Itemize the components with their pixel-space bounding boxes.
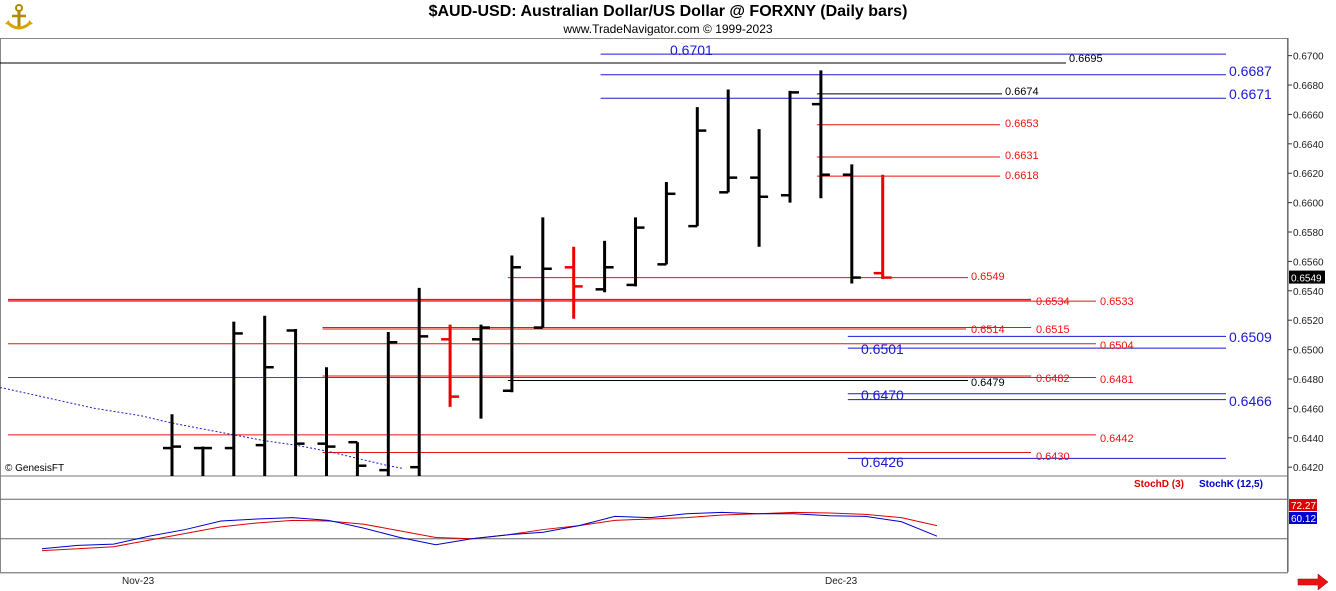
level-label-0.6482: 0.6482 — [1036, 373, 1070, 385]
y-tick-label: 0.6680 — [1293, 81, 1324, 92]
level-label-0.6514: 0.6514 — [971, 324, 1005, 336]
y-tick-label: 0.6660 — [1293, 110, 1324, 121]
level-label-0.6479: 0.6479 — [971, 377, 1005, 389]
y-tick-label: 0.6700 — [1293, 52, 1324, 63]
right-arrow-icon[interactable] — [1297, 573, 1329, 591]
level-label-0.6631: 0.6631 — [1005, 150, 1039, 162]
y-tick-label: 0.6420 — [1293, 463, 1324, 474]
legend-stochk: StochK (12,5) — [1199, 479, 1263, 490]
y-tick-label: 0.6520 — [1293, 316, 1324, 327]
level-label-0.6470: 0.6470 — [861, 387, 904, 403]
y-tick-label: 0.6560 — [1293, 257, 1324, 268]
level-label-0.6515: 0.6515 — [1036, 324, 1070, 336]
level-label-0.6466: 0.6466 — [1229, 393, 1272, 409]
y-tick-label: 0.6580 — [1293, 228, 1324, 239]
level-label-0.6430: 0.6430 — [1036, 451, 1070, 463]
y-tick-label: 0.6440 — [1293, 434, 1324, 445]
last-price-label: 0.6549 — [1291, 274, 1322, 285]
level-label-0.6442: 0.6442 — [1100, 433, 1134, 445]
legend-stochd: StochD (3) — [1134, 479, 1184, 490]
level-label-0.6695: 0.6695 — [1069, 53, 1103, 65]
stochd-value-tag — [1289, 499, 1317, 511]
y-tick-label: 0.6540 — [1293, 287, 1324, 298]
stochk-line — [41, 511, 938, 550]
level-label-0.6701: 0.6701 — [670, 42, 713, 58]
watermark: © GenesisFT — [5, 463, 64, 474]
x-label-nov: Nov-23 — [122, 576, 155, 587]
stochd-value-label: 72.27 — [1291, 501, 1316, 512]
moving-average-line — [0, 387, 404, 470]
level-label-0.6504: 0.6504 — [1100, 340, 1134, 352]
level-label-0.6549: 0.6549 — [971, 271, 1005, 283]
level-label-0.6534: 0.6534 — [1036, 296, 1070, 308]
chart-title: $AUD-USD: Australian Dollar/US Dollar @ … — [428, 3, 908, 20]
level-label-0.6687: 0.6687 — [1229, 63, 1272, 79]
chart-subtitle: www.TradeNavigator.com © 1999-2023 — [563, 22, 773, 36]
level-label-0.6426: 0.6426 — [861, 454, 904, 470]
level-label-0.6671: 0.6671 — [1229, 86, 1272, 102]
y-tick-label: 0.6480 — [1293, 375, 1324, 386]
anchor-logo-icon[interactable] — [2, 2, 36, 34]
level-label-0.6501: 0.6501 — [861, 341, 904, 357]
level-label-0.6533: 0.6533 — [1100, 296, 1134, 308]
stochk-value-label: 60.12 — [1291, 514, 1316, 525]
y-tick-label: 0.6620 — [1293, 169, 1324, 180]
x-label-dec: Dec-23 — [825, 576, 858, 587]
level-label-0.6509: 0.6509 — [1229, 329, 1272, 345]
last-price-tag — [1289, 270, 1325, 284]
y-tick-label: 0.6600 — [1293, 199, 1324, 210]
y-tick-label: 0.6500 — [1293, 346, 1324, 357]
level-label-0.6653: 0.6653 — [1005, 118, 1039, 130]
stochk-value-tag — [1289, 512, 1317, 524]
level-label-0.6481: 0.6481 — [1100, 374, 1134, 386]
y-tick-label: 0.6460 — [1293, 404, 1324, 415]
y-tick-label: 0.6640 — [1293, 140, 1324, 151]
level-label-0.6674: 0.6674 — [1005, 86, 1039, 98]
level-label-0.6618: 0.6618 — [1005, 170, 1039, 182]
plot-frame — [0, 38, 1288, 573]
